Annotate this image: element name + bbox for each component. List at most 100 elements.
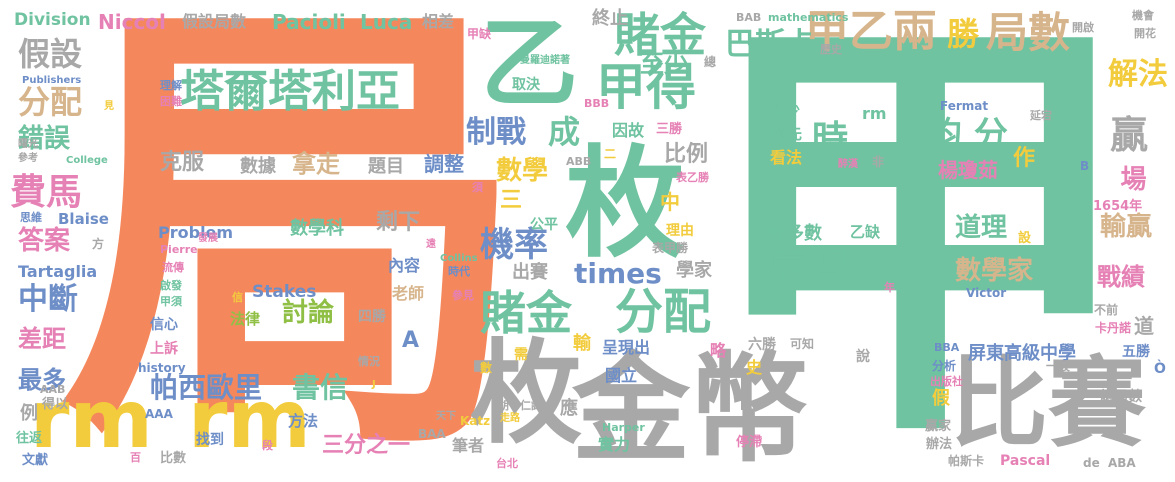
cloud-word: 作 [1013,146,1036,171]
cloud-word: Niccol [98,10,166,34]
cloud-word: 機率 [480,225,548,265]
cloud-word: 老師 [392,284,425,303]
cloud-word: 1654年 [1093,199,1143,214]
cloud-word: 百 [130,451,141,464]
cloud-word: 公平 [530,217,558,233]
cloud-word: 假 [932,388,950,409]
cloud-word: 最多 [18,366,66,394]
cloud-word: 機會 [1132,9,1154,22]
cloud-word: 比例 [664,142,709,167]
cloud-word: 賭金 [480,286,572,340]
cloud-word: A [402,328,420,353]
cloud-word: 理解 [160,79,182,92]
cloud-word: BAA [418,427,446,441]
cloud-word: Fermat [940,99,989,113]
cloud-word: 甲 [700,0,1140,482]
cloud-word: 假設 [18,35,83,73]
cloud-word: 制戰 [466,115,526,150]
cloud-word: rm [30,373,153,466]
cloud-word: 乙 [480,7,579,121]
cloud-word: 假設局數 [182,12,247,31]
cloud-word: 比數 [160,451,187,466]
cloud-word: 應 [560,398,578,419]
cloud-word: 三分之一 [322,433,411,458]
cloud-word: 見 [104,101,114,112]
cloud-word: 分析 [932,359,957,373]
cloud-word: 中 [660,190,680,214]
cloud-word: 非 [872,155,885,169]
cloud-word: 表乙勝 [676,171,709,184]
cloud-word: AAA [145,407,173,421]
cloud-word: 二 [604,147,617,161]
cloud-word: 走路 [500,413,520,424]
cloud-word: 天下 [436,411,456,422]
cloud-word: Harper [602,421,645,434]
cloud-word: 信心 [150,317,178,333]
cloud-word: 須 [472,181,483,194]
cloud-word: 開啟 [1072,21,1094,34]
cloud-word: 國立 [605,366,638,385]
cloud-word: 分配 [18,83,83,121]
cloud-word: de [1083,456,1100,470]
cloud-word: 甲得 [596,58,696,116]
cloud-word: 流傳 [162,261,184,274]
cloud-word: 時代 [448,265,470,278]
cloud-word: Luca [360,10,413,34]
cloud-word: 錯誤 [18,124,71,154]
cloud-word: 出賽 [512,262,548,283]
cloud-word: 戰績 [1097,263,1145,291]
cloud-word: 答案 [18,226,71,256]
cloud-word: Pierre [160,243,198,256]
cloud-word: Division [14,10,91,30]
cloud-word: 不前 [1094,303,1119,317]
cloud-word: 贏 [1110,113,1149,157]
cloud-word: 局數 [986,8,1071,57]
cloud-word: BBA [934,341,960,354]
cloud-word: 缺少 [772,103,800,119]
cloud-word: 數學科 [290,218,344,239]
cloud-word: 勝 [947,15,980,53]
cloud-word: 比賽 [950,347,1147,461]
cloud-word: 帕斯卡 [948,454,985,468]
cloud-word: Collins [440,253,478,264]
cloud-word: 巴斯卡 [725,27,815,62]
cloud-word: 筆者 [452,436,485,455]
cloud-word: 輸贏 [1100,212,1153,242]
cloud-word: times [574,257,662,290]
cloud-word: Pascal [1000,453,1051,469]
cloud-word: 找到 [196,432,224,448]
cloud-word: 醉漢 [838,159,858,170]
cloud-word: 曼羅迪諾著 [520,55,570,66]
cloud-word: 年 [884,281,895,294]
cloud-word: 辦法 [926,437,953,452]
cloud-word: Katz [460,414,491,428]
cloud-word: 略 [710,341,727,360]
cloud-word: 開花 [1134,27,1156,40]
cloud-word: 許多數 [768,223,822,244]
cloud-word: AAB [40,383,66,396]
cloud-word: 塔爾塔利亞 [180,66,400,117]
cloud-word: 法律 [230,310,261,328]
cloud-word: 至少 [640,50,688,78]
cloud-word: 數 [480,361,493,375]
cloud-word: 甲乙兩 [805,6,937,57]
cloud-word: 看法 [770,148,803,167]
cloud-word: 甲須 [160,295,182,308]
cloud-word: 段 [262,439,273,452]
cloud-word: 數據 [240,156,276,177]
cloud-word: Victor [966,286,1007,300]
cloud-word: 中斷 [18,282,78,317]
cloud-word: Tartaglia [18,262,98,281]
cloud-word: 成 [548,113,581,151]
cloud-word: 道 [1134,314,1154,338]
cloud-word: rm [862,104,887,123]
cloud-word: Publishers [22,75,82,86]
cloud-word: 困難 [160,95,182,108]
cloud-word: 胡守仁譯 [498,399,542,412]
cloud-word: J [372,379,376,390]
cloud-word: 分配 [615,284,712,340]
cloud-word: 場 [1116,165,1146,191]
cloud-word: ABA [1108,456,1136,470]
cloud-word: 書信 [292,371,349,404]
cloud-word: 理由 [666,223,694,239]
